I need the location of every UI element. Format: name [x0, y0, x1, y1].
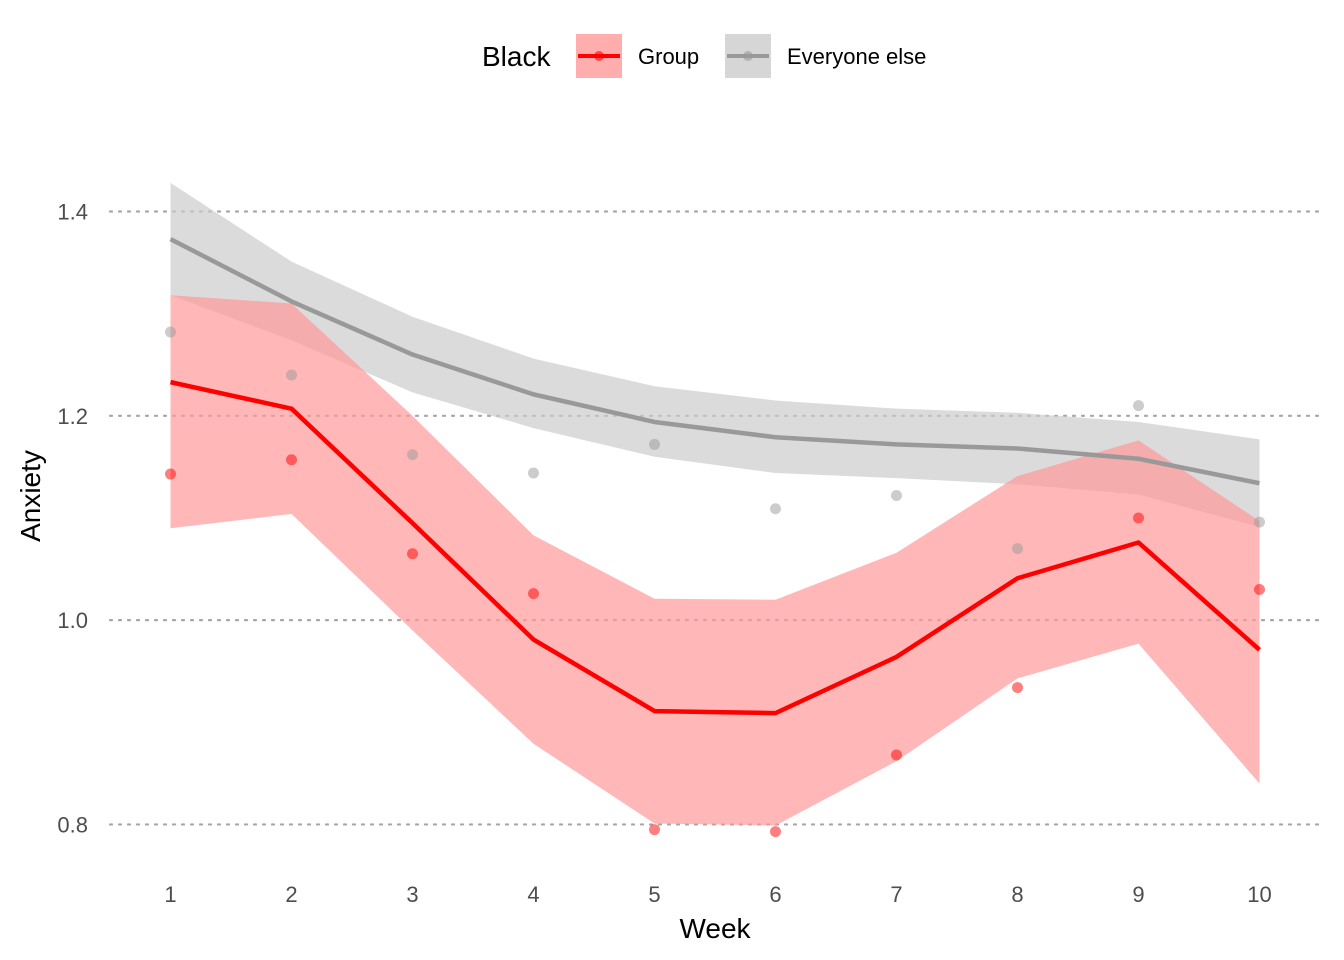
ribbon-group	[170, 295, 1260, 826]
x-tick-label: 8	[1011, 882, 1023, 907]
y-tick-label: 0.8	[57, 812, 88, 837]
y-axis-title: Anxiety	[15, 450, 46, 542]
point-everyone-else	[1254, 516, 1265, 528]
x-tick-label: 4	[527, 882, 539, 907]
y-tick-label: 1.2	[57, 404, 88, 429]
x-tick-label: 2	[285, 882, 297, 907]
point-group	[528, 588, 539, 600]
legend-label-everyone-else: Everyone else	[787, 44, 926, 69]
legend-label-group: Group	[638, 44, 699, 69]
point-everyone-else	[770, 503, 781, 515]
point-everyone-else	[165, 326, 176, 338]
point-everyone-else	[286, 369, 297, 381]
point-group	[165, 468, 176, 480]
point-group	[1012, 682, 1023, 694]
legend: Black Group Everyone else	[482, 34, 926, 78]
point-everyone-else	[407, 449, 418, 461]
point-everyone-else	[528, 467, 539, 479]
y-tick-label: 1.0	[57, 608, 88, 633]
x-tick-label: 1	[164, 882, 176, 907]
y-tick-label: 1.4	[57, 200, 88, 225]
point-group	[407, 548, 418, 560]
line-group	[170, 379, 1261, 716]
ribbon-everyone-else	[170, 182, 1260, 528]
point-group	[1254, 583, 1265, 595]
legend-key-group: Group	[576, 34, 699, 78]
point-group	[770, 826, 781, 838]
point-group	[286, 454, 297, 466]
x-tick-label: 10	[1247, 882, 1271, 907]
legend-key-group-point	[594, 51, 604, 61]
x-tick-label: 3	[406, 882, 418, 907]
legend-title: Black	[482, 41, 551, 72]
line-everyone-else	[169, 237, 1260, 486]
point-group	[649, 824, 660, 836]
point-everyone-else	[891, 490, 902, 502]
legend-key-everyone-else: Everyone else	[725, 34, 926, 78]
x-tick-label: 6	[769, 882, 781, 907]
point-group	[1133, 512, 1144, 524]
legend-key-everyone-else-point	[743, 51, 753, 61]
x-tick-label: 9	[1132, 882, 1144, 907]
point-everyone-else	[1012, 543, 1023, 555]
x-tick-label: 7	[890, 882, 902, 907]
x-axis-title: Week	[679, 913, 751, 944]
x-tick-label: 5	[648, 882, 660, 907]
plot-area: 0.8 1.0 1.2 1.4 1 2 3 4 5 6 7 8 9 10	[57, 182, 1322, 907]
point-group	[891, 749, 902, 761]
point-everyone-else	[1133, 400, 1144, 412]
point-everyone-else	[649, 438, 660, 450]
